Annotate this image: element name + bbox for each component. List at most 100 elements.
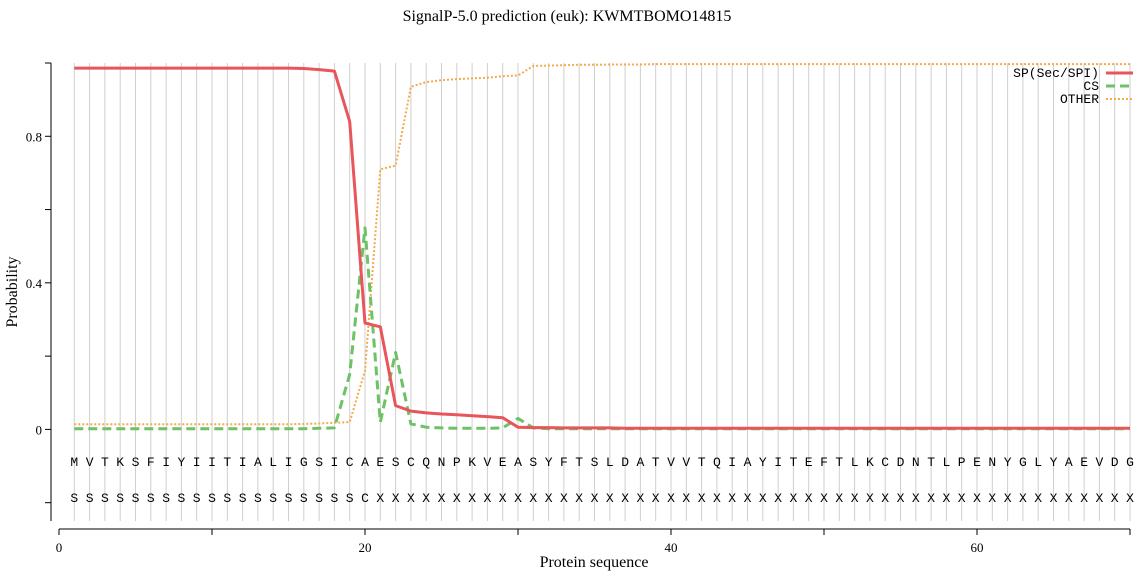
sequence-residue: I	[239, 455, 247, 470]
sequence-label: X	[1004, 491, 1012, 506]
sequence-residue: A	[514, 455, 522, 470]
sequence-label: S	[254, 491, 262, 506]
sequence-label: X	[1019, 491, 1027, 506]
sequence-label: X	[392, 491, 400, 506]
sequence-label: X	[468, 491, 476, 506]
sequence-residue: M	[70, 455, 78, 470]
sequence-label: X	[835, 491, 843, 506]
x-tick-label: 20	[359, 540, 372, 555]
sequence-residue: E	[973, 455, 981, 470]
sequence-residue: A	[1065, 455, 1073, 470]
sequence-residue: T	[835, 455, 843, 470]
sequence-residue: I	[162, 455, 170, 470]
sequence-label: X	[744, 491, 752, 506]
sequence-residue: V	[667, 455, 675, 470]
sequence-residue: Y	[177, 455, 185, 470]
sequence-residue: Y	[1050, 455, 1058, 470]
y-tick-label: 0	[36, 422, 43, 437]
sequence-residue: E	[805, 455, 813, 470]
sequence-residue: I	[285, 455, 293, 470]
sequence-label: S	[193, 491, 201, 506]
sequence-residue: Y	[545, 455, 553, 470]
sequence-label: X	[545, 491, 553, 506]
sequence-label: S	[132, 491, 140, 506]
sequence-residue: E	[499, 455, 507, 470]
y-axis-label: Probability	[4, 256, 21, 327]
sequence-residue: Y	[1004, 455, 1012, 470]
sequence-label: X	[1065, 491, 1073, 506]
y-tick-label: 0.4	[26, 276, 43, 291]
sequence-residue: A	[254, 455, 262, 470]
sequence-residue: S	[132, 455, 140, 470]
series-lines	[74, 63, 1130, 431]
sequence-label: X	[1095, 491, 1103, 506]
sequence-residue: V	[483, 455, 491, 470]
sequence-residue: T	[698, 455, 706, 470]
sequence-label: S	[269, 491, 277, 506]
sequence-residue: P	[453, 455, 461, 470]
sequence-label: X	[1080, 491, 1088, 506]
x-tick-label: 40	[665, 540, 678, 555]
sequence-residue: L	[851, 455, 859, 470]
sequence-residue: V	[1095, 455, 1103, 470]
sequence-label: X	[376, 491, 384, 506]
sequence-residue: N	[912, 455, 920, 470]
y-tick-label: 0.8	[26, 129, 42, 144]
sequence-residue: Q	[713, 455, 721, 470]
sequence-residue: L	[269, 455, 277, 470]
sequence-residue: T	[652, 455, 660, 470]
sequence-residue: T	[575, 455, 583, 470]
sequence-label: X	[438, 491, 446, 506]
sequence-label: S	[116, 491, 124, 506]
sequence-residue: G	[300, 455, 308, 470]
sequence-residue: A	[744, 455, 752, 470]
sequence-label: X	[728, 491, 736, 506]
sequence-label: X	[483, 491, 491, 506]
sequence-label: X	[820, 491, 828, 506]
sequence-label: X	[774, 491, 782, 506]
sequence-label: X	[759, 491, 767, 506]
sequence-label: X	[621, 491, 629, 506]
sequence-residue: T	[223, 455, 231, 470]
sequence-residue: D	[1111, 455, 1119, 470]
sequence-residue: F	[820, 455, 828, 470]
sequence-residue: A	[636, 455, 644, 470]
sequence-label: X	[973, 491, 981, 506]
vertical-grid	[73, 63, 1131, 521]
sequence-label: X	[958, 491, 966, 506]
chart-title: SignalP-5.0 prediction (euk): KWMTBOMO14…	[403, 8, 732, 25]
sequence-label: X	[529, 491, 537, 506]
sequence-residue: S	[392, 455, 400, 470]
sequence-label: X	[881, 491, 889, 506]
sequence-residue: P	[958, 455, 966, 470]
sequence-residue: Y	[759, 455, 767, 470]
legend-label: OTHER	[1060, 92, 1099, 107]
sequence-residue: K	[468, 455, 476, 470]
sequence-label: S	[208, 491, 216, 506]
sequence-label: X	[1050, 491, 1058, 506]
sequence-residue: I	[330, 455, 338, 470]
legend-label: CS	[1083, 79, 1099, 94]
sequence-residue: S	[529, 455, 537, 470]
sequence-label: X	[575, 491, 583, 506]
sequence-label: X	[560, 491, 568, 506]
sequence-label: S	[239, 491, 247, 506]
sequence-residue: T	[927, 455, 935, 470]
x-tick-label: 60	[971, 540, 984, 555]
sequence-label: S	[330, 491, 338, 506]
sequence-label: X	[805, 491, 813, 506]
sequence-label: S	[162, 491, 170, 506]
sequence-label: X	[713, 491, 721, 506]
sequence-residue: I	[193, 455, 201, 470]
sequence-residue: N	[438, 455, 446, 470]
sequence-label: X	[897, 491, 905, 506]
sequence-residue: L	[606, 455, 614, 470]
sequence-residue: Q	[422, 455, 430, 470]
sequence-label: X	[453, 491, 461, 506]
sequence-residue: C	[881, 455, 889, 470]
sequence-label: S	[101, 491, 109, 506]
sequence-label: X	[1111, 491, 1119, 506]
sequence-residue: K	[116, 455, 124, 470]
